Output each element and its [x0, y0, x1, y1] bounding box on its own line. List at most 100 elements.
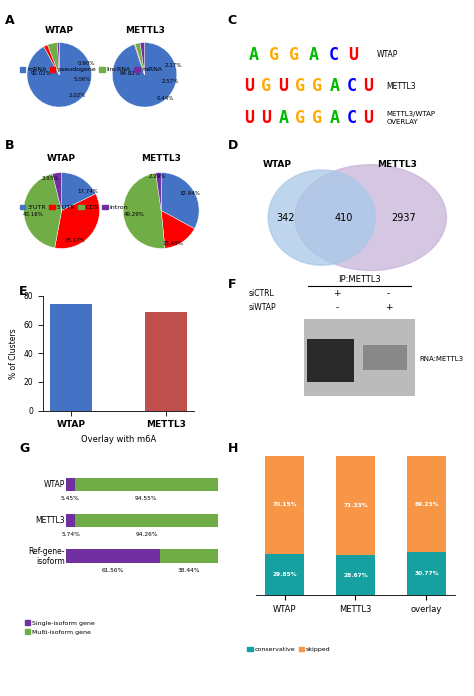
Wedge shape	[44, 45, 59, 75]
Text: -: -	[336, 303, 339, 312]
Wedge shape	[140, 42, 145, 75]
Bar	[160, 549, 218, 563]
Text: 70.15%: 70.15%	[272, 503, 297, 507]
Ellipse shape	[268, 170, 375, 265]
Text: 2.57%: 2.57%	[162, 79, 179, 84]
Text: B: B	[5, 139, 14, 152]
X-axis label: Overlay with m6A: Overlay with m6A	[81, 435, 156, 444]
Wedge shape	[62, 173, 96, 210]
Text: METTL3: METTL3	[35, 516, 65, 525]
Wedge shape	[55, 194, 100, 248]
Bar	[336, 555, 375, 595]
Text: 92.02%: 92.02%	[31, 71, 52, 76]
Text: WTAP: WTAP	[263, 160, 292, 169]
Text: U: U	[364, 109, 374, 127]
Text: 2.02%: 2.02%	[68, 93, 86, 98]
Text: IP:METTL3: IP:METTL3	[338, 275, 381, 284]
Bar	[50, 303, 92, 411]
Bar	[74, 477, 218, 491]
Text: 30.77%: 30.77%	[414, 571, 439, 576]
Text: +: +	[385, 303, 392, 312]
Text: 94.55%: 94.55%	[135, 496, 158, 501]
Bar	[75, 514, 218, 528]
Bar	[145, 312, 187, 411]
Text: 28.67%: 28.67%	[343, 573, 368, 578]
Text: U: U	[348, 46, 358, 64]
Title: WTAP: WTAP	[47, 154, 76, 163]
Text: C: C	[346, 77, 356, 95]
Text: siWTAP: siWTAP	[248, 303, 276, 312]
Text: OVERLAY: OVERLAY	[386, 120, 418, 125]
Text: RNA:METTL3: RNA:METTL3	[419, 356, 464, 362]
Wedge shape	[135, 43, 145, 75]
Text: 5.74%: 5.74%	[61, 532, 80, 537]
Text: 2.29%: 2.29%	[149, 174, 166, 179]
Text: 5.06%: 5.06%	[74, 77, 91, 82]
Text: 94.26%: 94.26%	[135, 532, 158, 537]
Text: 61.56%: 61.56%	[102, 568, 124, 573]
Text: G: G	[261, 77, 271, 95]
Text: G: G	[269, 46, 279, 64]
Legend: 3’UTR, 5’UTR, CDS, intron: 3’UTR, 5’UTR, CDS, intron	[18, 202, 131, 213]
Title: METTL3: METTL3	[125, 26, 164, 35]
Legend: mRNA, pseudogene, lincRNA, miRNA: mRNA, pseudogene, lincRNA, miRNA	[18, 64, 165, 75]
Bar	[265, 553, 304, 595]
Text: 2937: 2937	[392, 212, 417, 223]
Text: C: C	[328, 46, 338, 64]
FancyBboxPatch shape	[363, 345, 408, 370]
Text: G: G	[295, 77, 305, 95]
Title: METTL3: METTL3	[141, 154, 181, 163]
Text: U: U	[244, 77, 254, 95]
Text: G: G	[289, 46, 299, 64]
Text: A: A	[309, 46, 319, 64]
Bar	[336, 456, 375, 555]
Wedge shape	[52, 173, 62, 210]
Wedge shape	[57, 42, 59, 75]
Text: 0.90%: 0.90%	[78, 61, 95, 66]
Wedge shape	[24, 174, 62, 248]
Text: 35.17%: 35.17%	[64, 238, 85, 244]
Text: 29.85%: 29.85%	[272, 572, 297, 577]
Text: 32.94%: 32.94%	[179, 191, 200, 196]
Text: A: A	[329, 77, 339, 95]
Wedge shape	[156, 173, 161, 210]
Wedge shape	[161, 173, 199, 229]
Text: 69.23%: 69.23%	[414, 502, 439, 507]
Text: 0.44%: 0.44%	[157, 95, 174, 100]
Text: 410: 410	[335, 212, 353, 223]
Text: 38.44%: 38.44%	[178, 568, 200, 573]
Legend: Single-isoform gene, Multi-isoform gene: Single-isoform gene, Multi-isoform gene	[22, 618, 97, 638]
Y-axis label: % of Clusters: % of Clusters	[9, 328, 18, 379]
Legend: conservative, skipped: conservative, skipped	[245, 644, 333, 655]
Text: 342: 342	[277, 212, 295, 223]
Text: D: D	[228, 139, 238, 152]
Text: A: A	[5, 14, 14, 27]
Text: C: C	[228, 14, 237, 27]
Wedge shape	[112, 42, 177, 107]
Text: WTAP: WTAP	[377, 51, 398, 59]
Text: U: U	[261, 109, 271, 127]
Text: 17.74%: 17.74%	[78, 189, 99, 194]
Text: 71.33%: 71.33%	[343, 503, 368, 508]
Text: U: U	[278, 77, 288, 95]
Bar	[407, 552, 446, 595]
Text: G: G	[312, 109, 322, 127]
Text: METTL3: METTL3	[377, 160, 417, 169]
Text: WTAP: WTAP	[44, 480, 65, 489]
Text: A: A	[249, 46, 259, 64]
Bar	[66, 549, 160, 563]
Text: G: G	[295, 109, 305, 127]
Text: C: C	[346, 109, 356, 127]
Text: 2.17%: 2.17%	[165, 63, 182, 68]
Text: H: H	[228, 442, 238, 455]
Text: A: A	[329, 109, 339, 127]
Text: 15.48%: 15.48%	[162, 242, 183, 246]
Text: siCTRL: siCTRL	[248, 289, 274, 298]
Text: METTL3: METTL3	[386, 82, 416, 90]
Wedge shape	[134, 44, 145, 75]
Text: G: G	[312, 77, 322, 95]
FancyBboxPatch shape	[307, 339, 354, 381]
Text: U: U	[244, 109, 254, 127]
Ellipse shape	[295, 165, 447, 271]
Wedge shape	[47, 42, 59, 75]
